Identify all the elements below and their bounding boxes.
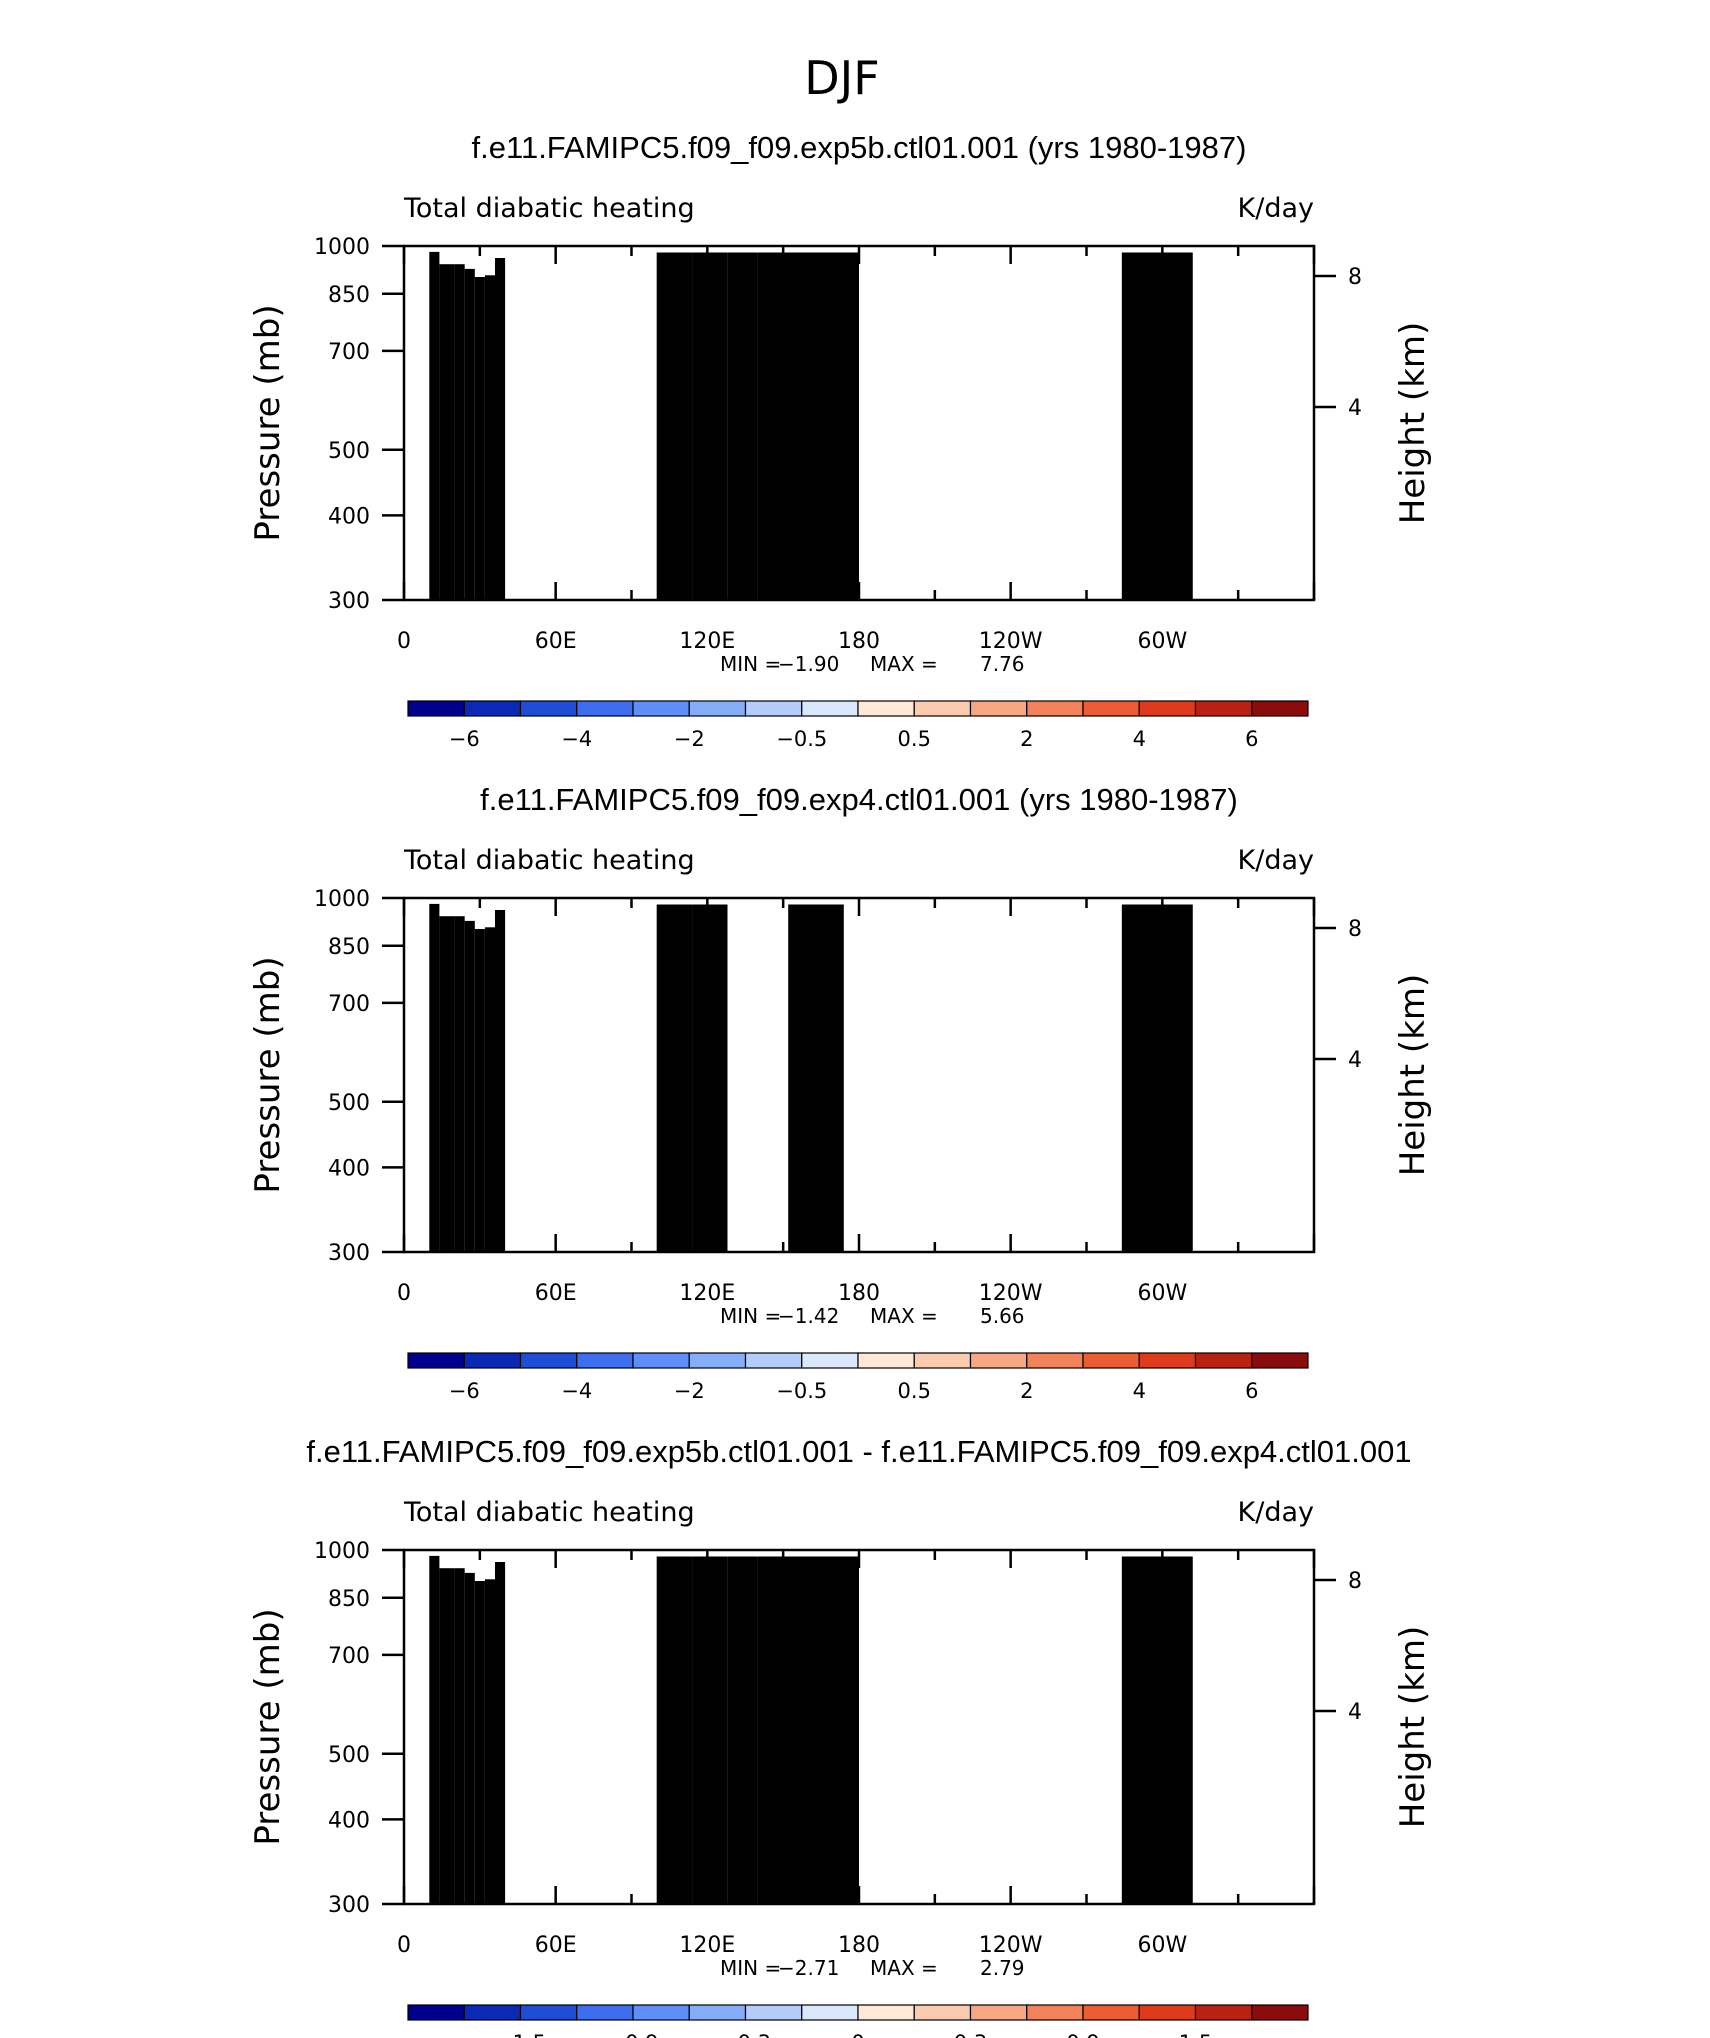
min-label: MIN = — [720, 652, 781, 676]
y-tick-label: 400 — [328, 504, 370, 529]
colorbar-label: 6 — [1245, 727, 1258, 751]
max-label: MAX = — [870, 652, 938, 676]
season-title: DJF — [804, 51, 879, 105]
terrain-mask — [429, 251, 1193, 600]
colorbar-box — [1138, 700, 1197, 717]
colorbar-box — [463, 700, 522, 717]
min-value: −1.90 — [778, 652, 839, 676]
terrain-block — [474, 277, 485, 600]
panel-2: f.e11.FAMIPC5.f09_f09.exp4.ctl01.001 (yr… — [248, 782, 1433, 1403]
y-tick-label: 850 — [328, 283, 370, 308]
terrain-block — [666, 252, 693, 600]
y-tick-label: 300 — [328, 589, 370, 614]
colorbar: −6 −4 −2 −0.5 0.5 2 4 6 — [407, 700, 1309, 751]
y-tick-label: 1000 — [314, 235, 370, 260]
colorbar-box — [1082, 700, 1140, 717]
colorbar-box — [519, 700, 578, 717]
colorbar-label: 4 — [1133, 727, 1146, 751]
colorbar-box — [632, 700, 690, 717]
colorbar-label: −4 — [561, 727, 592, 751]
y-tick-label: 700 — [328, 340, 370, 365]
colorbar-box — [913, 700, 972, 717]
terrain-block — [727, 252, 758, 600]
colorbar-box — [801, 700, 859, 717]
colorbar-label: 0.5 — [898, 727, 931, 751]
terrain-block — [484, 275, 495, 600]
colorbar-box — [688, 700, 747, 717]
terrain-block — [656, 252, 667, 600]
y2-axis-title: Height (km) — [1393, 322, 1433, 525]
x-tick-label: 60E — [535, 629, 577, 654]
x-tick-label: 120W — [979, 629, 1043, 654]
terrain-block — [757, 252, 859, 600]
colorbar-box — [1026, 700, 1084, 717]
terrain-block — [429, 251, 440, 600]
field-label: Total diabatic heating — [403, 193, 695, 224]
x-tick-label: 0 — [397, 629, 411, 654]
max-value: 7.76 — [980, 652, 1025, 676]
colorbar-label: 2 — [1020, 727, 1033, 751]
terrain-block — [495, 258, 506, 600]
units-label: K/day — [1238, 845, 1314, 876]
y-axis-title: Pressure (mb) — [248, 304, 288, 541]
panel-1: f.e11.FAMIPC5.f09_f09.exp5b.ctl01.001 (y… — [248, 130, 1433, 751]
terrain-block — [464, 268, 475, 600]
colorbar-label: −6 — [449, 727, 480, 751]
panel-title: f.e11.FAMIPC5.f09_f09.exp5b.ctl01.001 (y… — [472, 130, 1247, 165]
colorbar-box — [857, 700, 915, 717]
colorbar-label: −2 — [674, 727, 705, 751]
x-tick-label: 60W — [1137, 629, 1187, 654]
y-tick-label: 500 — [328, 439, 370, 464]
field-label: Total diabatic heating — [403, 845, 695, 876]
panels: f.e11.FAMIPC5.f09_f09.exp5b.ctl01.001 (y… — [248, 130, 1433, 2038]
colorbar-box — [407, 700, 465, 717]
x-tick-label: 180 — [838, 629, 880, 654]
colorbar-box — [1194, 700, 1253, 717]
x-tick-label: 120E — [679, 629, 735, 654]
terrain-block — [439, 264, 455, 600]
height-tick-label: 8 — [1348, 265, 1362, 290]
terrain-block — [1121, 252, 1193, 600]
colorbar-box — [576, 700, 634, 717]
colorbar-box — [744, 700, 803, 717]
colorbar-box — [969, 700, 1028, 717]
panel-title: f.e11.FAMIPC5.f09_f09.exp4.ctl01.001 (yr… — [480, 782, 1238, 817]
terrain-block — [707, 252, 728, 600]
colorbar-label: −0.5 — [776, 727, 827, 751]
terrain-block — [454, 264, 465, 600]
units-label: K/day — [1238, 193, 1314, 224]
colorbar-box — [1251, 700, 1309, 717]
height-tick-label: 4 — [1348, 396, 1362, 421]
terrain-block — [692, 252, 708, 600]
